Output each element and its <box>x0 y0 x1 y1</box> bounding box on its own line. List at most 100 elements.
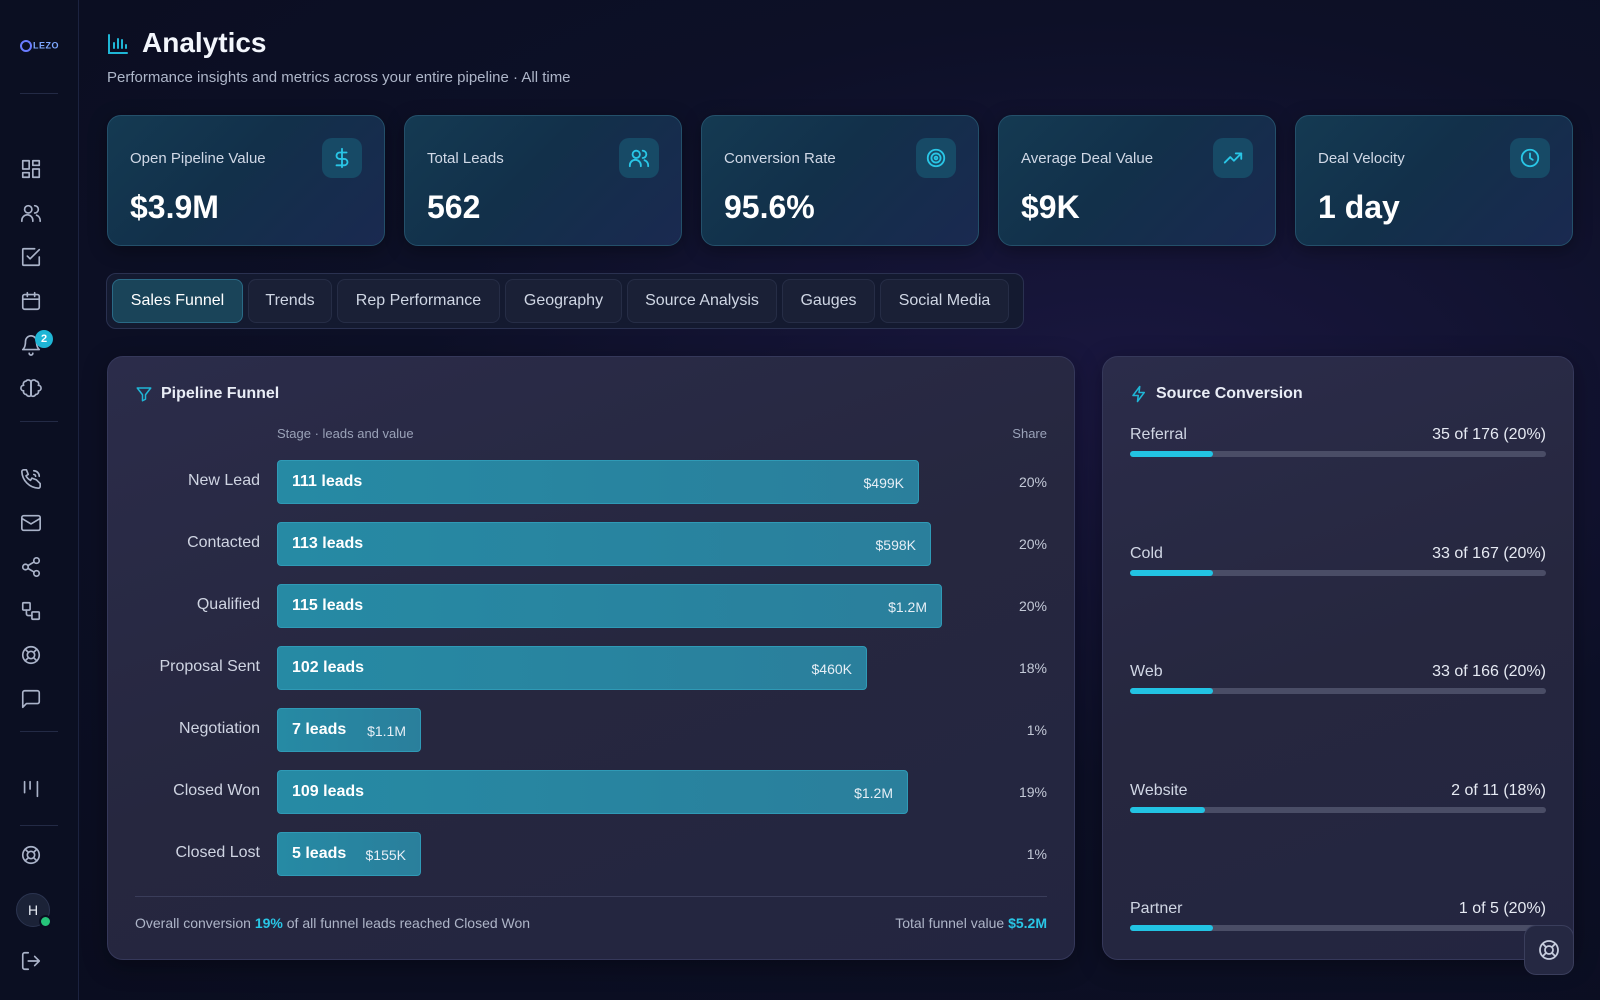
source-name: Referral <box>1130 426 1187 443</box>
source-progress-track <box>1130 807 1546 813</box>
help-icon[interactable] <box>20 844 46 870</box>
funnel-bar[interactable]: 109 leads $1.2M <box>277 770 908 814</box>
calendar-icon[interactable] <box>20 290 46 316</box>
target-icon <box>916 138 956 178</box>
page-title: Analytics <box>142 27 267 58</box>
users-icon[interactable] <box>20 202 46 228</box>
dollar-icon <box>322 138 362 178</box>
tab-source-analysis[interactable]: Source Analysis <box>627 279 777 323</box>
kpi-label: Deal Velocity <box>1318 150 1405 167</box>
tab-social-media[interactable]: Social Media <box>880 279 1009 323</box>
tab-rep-performance[interactable]: Rep Performance <box>337 279 500 323</box>
source-value: 1 of 5 (20%) <box>1458 900 1546 917</box>
source-progress-fill <box>1130 570 1213 576</box>
kpi-card-total-leads: Total Leads 562 <box>404 115 682 246</box>
kpi-value: 95.6% <box>724 189 815 225</box>
source-conversion-panel: Source Conversion Referral 35 of 176 (20%… <box>1102 356 1574 960</box>
phone-icon[interactable] <box>20 468 46 494</box>
online-status-dot <box>39 915 52 928</box>
stage-share: 20% <box>1018 474 1047 490</box>
kpi-label: Average Deal Value <box>1021 150 1154 167</box>
kpi-card-conversion-rate: Conversion Rate 95.6% <box>701 115 979 246</box>
kpi-card-open-pipeline-value: Open Pipeline Value $3.9M <box>107 115 385 246</box>
divider <box>135 896 1047 897</box>
stage-share: 1% <box>1026 722 1047 738</box>
sidebar: LEZO 2 H <box>0 0 79 1000</box>
source-progress-track <box>1130 688 1546 694</box>
panel-title: Source Conversion <box>1156 385 1303 402</box>
source-progress-track <box>1130 570 1546 576</box>
analytics-tabs: Sales Funnel Trends Rep Performance Geog… <box>106 273 1024 329</box>
panel-title: Pipeline Funnel <box>161 385 280 402</box>
source-name: Cold <box>1130 545 1163 562</box>
funnel-bar[interactable]: 111 leads $499K <box>277 460 919 504</box>
tab-sales-funnel[interactable]: Sales Funnel <box>112 279 243 323</box>
chat-icon[interactable] <box>20 688 46 714</box>
help-button[interactable] <box>1524 925 1574 975</box>
stage-label: Negotiation <box>179 720 260 737</box>
funnel-bar[interactable]: 113 leads $598K <box>277 522 931 566</box>
funnel-bar[interactable]: 7 leads $1.1M <box>277 708 421 752</box>
tasks-icon[interactable] <box>20 246 46 272</box>
bar-value: $1.1M <box>367 723 406 739</box>
sidebar-divider <box>20 421 58 422</box>
bell-icon[interactable] <box>20 334 46 360</box>
funnel-bar[interactable]: 115 leads $1.2M <box>277 584 942 628</box>
tab-gauges[interactable]: Gauges <box>782 279 875 323</box>
columns-icon[interactable] <box>20 778 46 804</box>
kpi-label: Conversion Rate <box>724 150 836 167</box>
source-value: 33 of 166 (20%) <box>1432 663 1546 680</box>
logout-icon[interactable] <box>20 950 46 976</box>
bar-leads-count: 7 leads <box>292 721 347 738</box>
bar-value: $1.2M <box>854 785 893 801</box>
stage-share: 18% <box>1018 660 1047 676</box>
tab-trends[interactable]: Trends <box>248 279 332 323</box>
total-funnel-value-amount: $5.2M <box>1008 915 1047 931</box>
source-name: Web <box>1130 663 1163 680</box>
bar-leads-count: 109 leads <box>292 783 365 800</box>
column-header-share: Share <box>1012 426 1047 441</box>
stage-share: 20% <box>1018 536 1047 552</box>
footer-label: Total funnel value <box>895 915 1005 931</box>
footer-label: of all funnel leads reached Closed Won <box>286 915 531 931</box>
bar-leads-count: 115 leads <box>292 597 364 614</box>
kpi-card-deal-velocity: Deal Velocity 1 day <box>1295 115 1573 246</box>
bar-leads-count: 113 leads <box>292 535 364 552</box>
source-value: 33 of 167 (20%) <box>1432 545 1546 562</box>
footer-label: Overall conversion <box>135 915 251 931</box>
workflow-icon[interactable] <box>20 600 46 626</box>
users-icon <box>619 138 659 178</box>
trending-up-icon <box>1213 138 1253 178</box>
total-funnel-value: Total funnel value $5.2M <box>895 915 1047 931</box>
stage-label: Closed Won <box>173 782 260 799</box>
bar-chart-icon <box>106 32 130 56</box>
stage-share: 20% <box>1018 598 1047 614</box>
bar-leads-count: 5 leads <box>292 845 347 862</box>
bar-value: $460K <box>811 661 852 677</box>
notification-badge: 2 <box>35 330 53 348</box>
dashboard-icon[interactable] <box>20 158 46 184</box>
brain-icon[interactable] <box>20 378 46 404</box>
overall-conversion: Overall conversion 19% of all funnel lea… <box>135 915 530 931</box>
source-progress-fill <box>1130 451 1213 457</box>
kpi-card-average-deal-value: Average Deal Value $9K <box>998 115 1276 246</box>
stage-share: 19% <box>1018 784 1047 800</box>
source-progress-fill <box>1130 807 1205 813</box>
support-icon[interactable] <box>20 644 46 670</box>
lightning-icon <box>1130 385 1150 405</box>
overall-conversion-value: 19% <box>254 915 283 931</box>
app-logo[interactable]: LEZO <box>20 40 60 56</box>
kpi-value: 1 day <box>1318 189 1400 225</box>
funnel-icon <box>135 385 155 405</box>
lifebuoy-icon <box>1539 940 1559 960</box>
source-progress-fill <box>1130 925 1213 931</box>
bar-value: $598K <box>875 537 916 553</box>
stage-label: Proposal Sent <box>159 658 260 675</box>
mail-icon[interactable] <box>20 512 46 538</box>
funnel-bar[interactable]: 5 leads $155K <box>277 832 421 876</box>
share-icon[interactable] <box>20 556 46 582</box>
stage-label: Contacted <box>187 534 260 551</box>
funnel-bar[interactable]: 102 leads $460K <box>277 646 867 690</box>
tab-geography[interactable]: Geography <box>505 279 622 323</box>
clock-icon <box>1510 138 1550 178</box>
